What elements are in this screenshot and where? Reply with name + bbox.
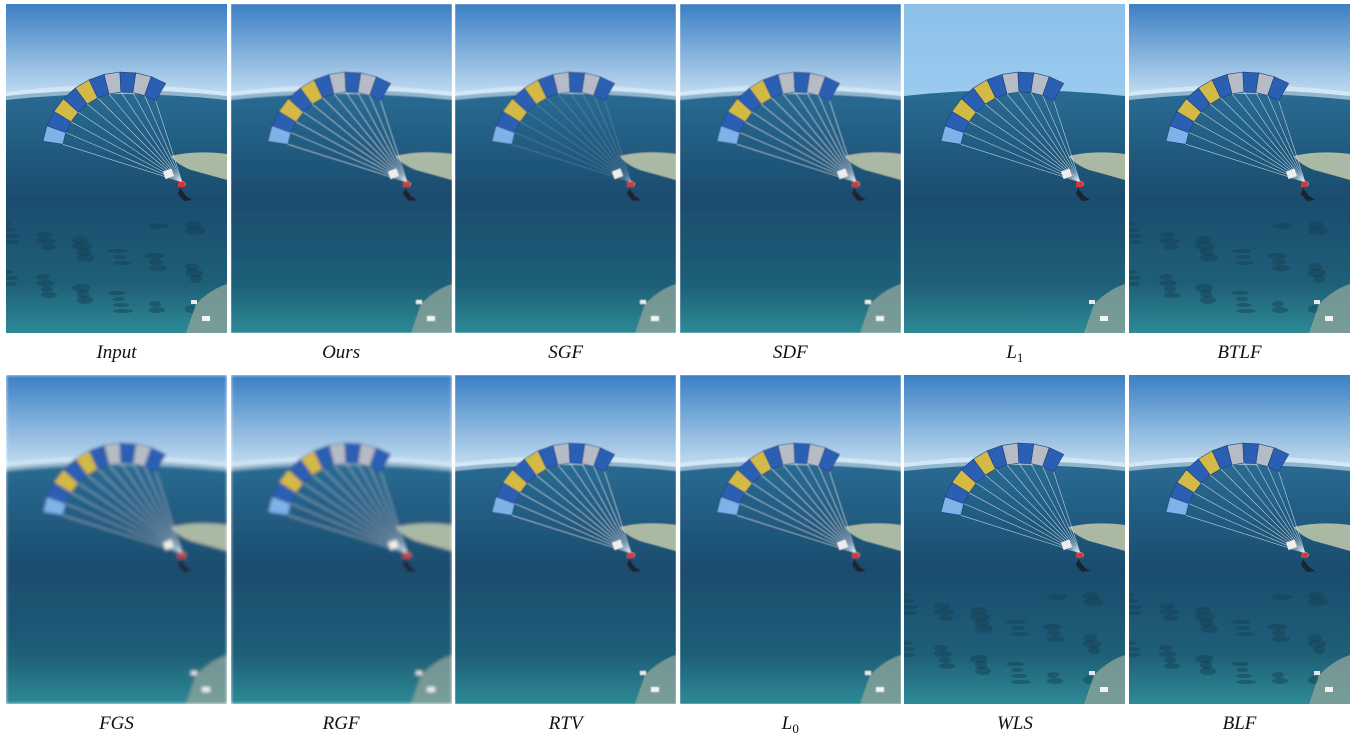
panel-caption: L0 <box>781 713 799 736</box>
figure-panel: L0 <box>679 375 901 741</box>
parachute-image <box>6 4 227 333</box>
panel-caption: FGS <box>99 713 134 734</box>
panel-caption: Ours <box>322 342 361 363</box>
figure-row-1: Input Ours SGF SDF L1 BTLF <box>6 4 1350 374</box>
figure-panel: SGF <box>455 4 677 370</box>
figure-panel: SDF <box>679 4 901 370</box>
figure-row-2: FGS RGF RTV L0 WLS BLF <box>6 375 1350 745</box>
figure-panel: BTLF <box>1129 4 1350 370</box>
parachute-image <box>679 375 901 704</box>
parachute-image <box>679 4 901 333</box>
parachute-image <box>6 375 227 704</box>
figure-panel: Input <box>6 4 227 370</box>
figure-panel: BLF <box>1129 375 1350 741</box>
parachute-image <box>230 375 452 704</box>
figure-panel: L1 <box>904 4 1126 370</box>
panel-caption: BTLF <box>1217 342 1262 363</box>
figure-panel: Ours <box>230 4 452 370</box>
parachute-image <box>1129 375 1350 704</box>
parachute-image <box>230 4 452 333</box>
panel-caption: BLF <box>1222 713 1257 734</box>
parachute-image <box>904 4 1126 333</box>
parachute-image <box>455 375 677 704</box>
figure-panel: WLS <box>904 375 1126 741</box>
panel-caption: WLS <box>996 713 1033 734</box>
panel-caption: SDF <box>772 342 808 363</box>
panel-caption: Input <box>96 342 137 363</box>
panel-caption: L1 <box>1006 342 1024 365</box>
panel-caption: RTV <box>548 713 583 734</box>
panel-caption: RGF <box>322 713 360 734</box>
parachute-image <box>1129 4 1350 333</box>
panel-caption: SGF <box>548 342 584 363</box>
parachute-image <box>455 4 677 333</box>
parachute-image <box>904 375 1126 704</box>
figure-panel: RTV <box>455 375 677 741</box>
figure-panel: RGF <box>230 375 452 741</box>
figure-panel: FGS <box>6 375 227 741</box>
